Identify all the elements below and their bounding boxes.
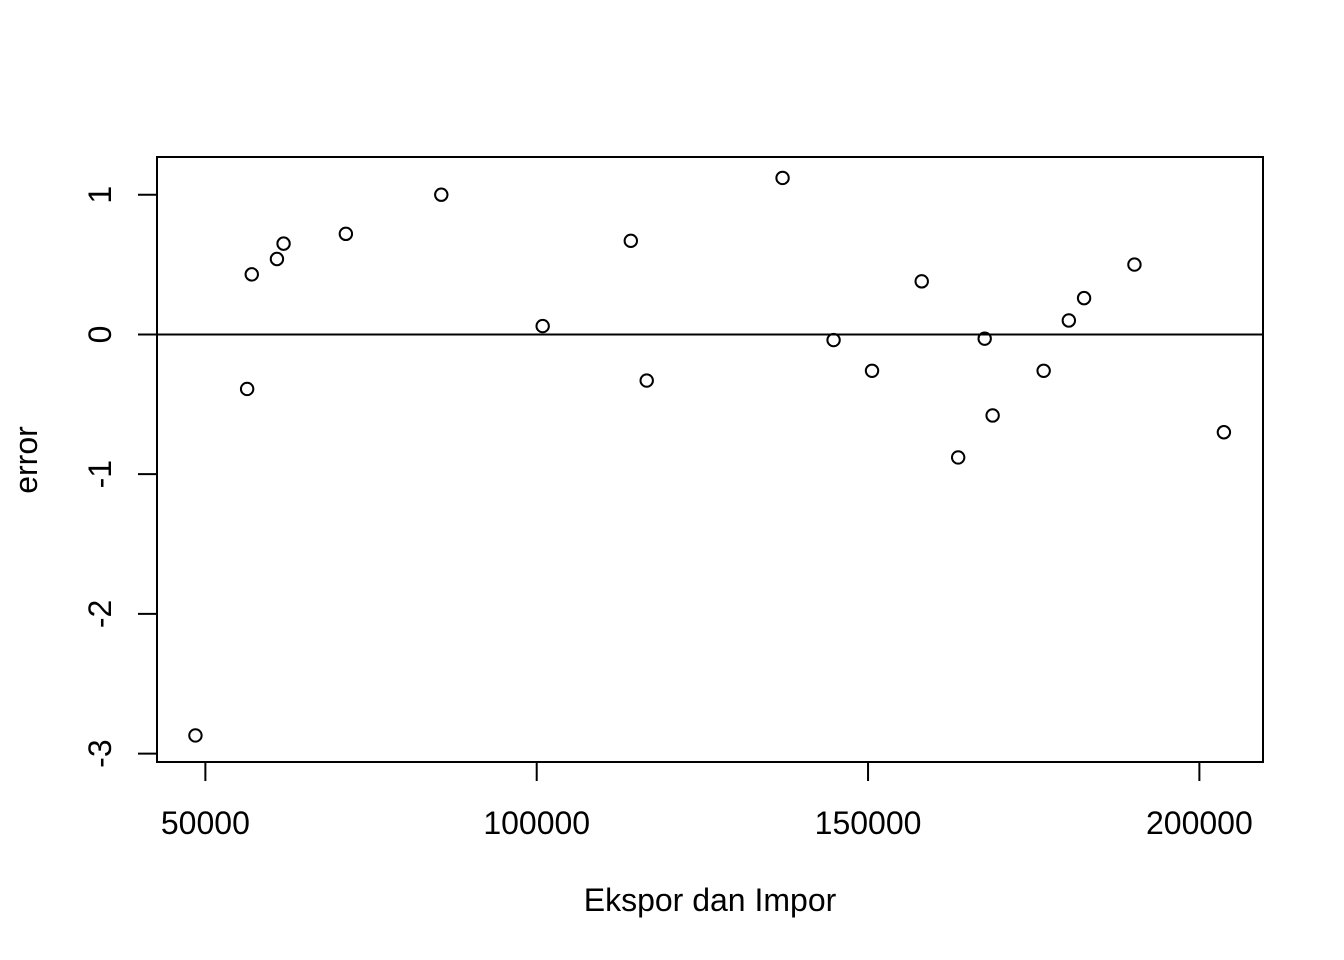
x-axis-title: Ekspor dan Impor	[584, 882, 837, 918]
data-point	[188, 728, 203, 743]
y-tick-label: -3	[82, 739, 118, 767]
x-tick-label: 50000	[161, 805, 250, 841]
y-tick-label: -2	[82, 600, 118, 628]
data-point	[950, 450, 966, 465]
x-tick-label: 150000	[815, 805, 922, 841]
data-point	[1216, 425, 1232, 440]
data-point	[338, 226, 354, 242]
plot-frame	[156, 156, 1264, 763]
data-point	[977, 331, 992, 346]
x-tick-label: 100000	[483, 805, 590, 841]
data-point	[914, 274, 929, 289]
data-point	[276, 236, 291, 251]
data-point	[244, 267, 259, 282]
y-axis: -3 -2 -1 0 1	[82, 186, 158, 768]
y-axis-title: error	[8, 426, 44, 494]
data-point	[269, 251, 285, 267]
y-tick-label: -1	[82, 460, 118, 488]
data-point	[775, 170, 790, 186]
data-point	[1127, 257, 1142, 272]
x-tick-label: 200000	[1146, 805, 1253, 841]
data-point	[864, 363, 880, 378]
data-point	[639, 373, 654, 388]
x-axis: 50000 100000 150000 200000	[161, 761, 1253, 841]
data-point	[826, 332, 841, 348]
data-point	[985, 408, 1000, 423]
data-points	[188, 170, 1232, 743]
data-point	[1061, 313, 1077, 328]
y-tick-label: 1	[82, 186, 118, 204]
data-point	[1076, 290, 1092, 306]
data-point	[623, 233, 639, 249]
data-point	[434, 187, 449, 202]
y-tick-label: 0	[82, 326, 118, 344]
data-point	[239, 381, 255, 397]
data-point	[535, 318, 550, 334]
data-point	[1036, 363, 1051, 378]
